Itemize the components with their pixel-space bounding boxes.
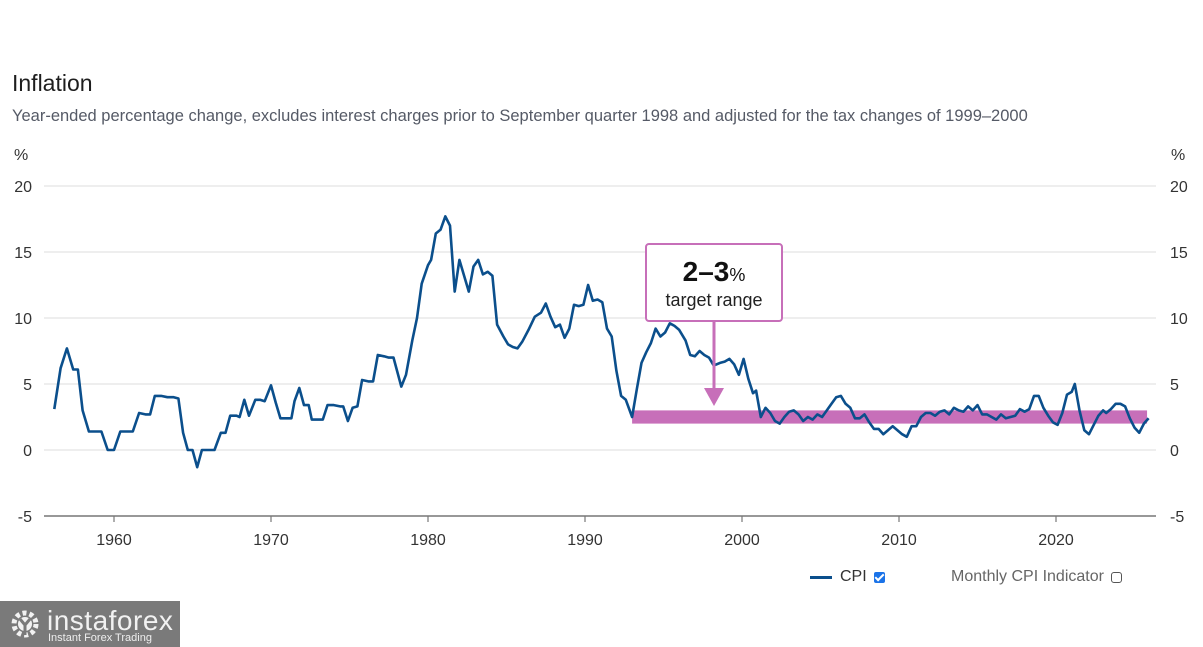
- y-tick-label-right: 5: [1170, 377, 1179, 394]
- y-axis-right: 20 15 10 5 0 -5%: [1170, 147, 1188, 526]
- x-tick-label: 1980: [410, 532, 446, 549]
- y-unit-label-right: %: [1171, 147, 1185, 164]
- legend-cpi-label: CPI: [840, 568, 867, 585]
- cpi-checkbox[interactable]: [873, 571, 885, 583]
- cpi-line-swatch-icon: [810, 575, 832, 579]
- target-range-annotation: 2–3% target range: [645, 243, 783, 322]
- series-layer: [53, 215, 1150, 469]
- y-axis-left: 20 15 10 5 0 -5%: [14, 147, 32, 526]
- y-tick-label-left: 0: [23, 443, 32, 460]
- chart-subtitle: Year-ended percentage change, excludes i…: [12, 107, 1028, 125]
- y-tick-label-right: 0: [1170, 443, 1179, 460]
- y-tick-label-left: 10: [14, 311, 32, 328]
- x-tick-label: 2010: [881, 532, 917, 549]
- annotation-percent-sign: %: [729, 265, 746, 285]
- annotation-label: target range: [665, 290, 763, 310]
- legend-monthly-label: Monthly CPI Indicator: [951, 568, 1104, 585]
- x-axis: 1960 1970 1980 1990 2000 2010 2020: [96, 516, 1074, 549]
- x-tick-label: 1990: [567, 532, 603, 549]
- legend-item-monthly-cpi[interactable]: Monthly CPI Indicator: [951, 568, 1122, 586]
- y-tick-label-right: 10: [1170, 311, 1188, 328]
- instaforex-watermark: instaforex Instant Forex Trading: [0, 601, 180, 647]
- y-tick-label-right: 20: [1170, 179, 1188, 196]
- annotation-range-number: 2–3: [682, 256, 730, 287]
- monthly-cpi-checkbox[interactable]: [1110, 571, 1122, 583]
- gear-logo-icon: [11, 610, 39, 638]
- y-tick-label-right: 15: [1170, 245, 1188, 262]
- gridlines: [44, 185, 1156, 517]
- y-tick-label-right: -5: [1170, 509, 1184, 526]
- watermark-brand: instaforex: [47, 605, 174, 636]
- x-tick-label: 1960: [96, 532, 132, 549]
- cpi-series-line: [53, 215, 1150, 469]
- y-tick-label-left: -5: [18, 509, 32, 526]
- target-band-layer: [632, 410, 1148, 424]
- y-tick-label-left: 5: [23, 377, 32, 394]
- target-band: [632, 410, 1148, 424]
- chart-title: Inflation: [12, 70, 93, 96]
- legend-item-cpi[interactable]: CPI: [810, 568, 885, 586]
- x-tick-label: 1970: [253, 532, 289, 549]
- x-tick-label: 2000: [724, 532, 760, 549]
- annotation-arrow-layer: [704, 322, 724, 406]
- watermark-tagline: Instant Forex Trading: [48, 632, 152, 644]
- x-tick-label: 2020: [1038, 532, 1074, 549]
- y-unit-label-left: %: [14, 147, 28, 164]
- y-tick-label-left: 20: [14, 179, 32, 196]
- annotation-range-value: 2–3%: [647, 257, 781, 290]
- annotation-arrow-head: [704, 388, 724, 406]
- y-tick-label-left: 15: [14, 245, 32, 262]
